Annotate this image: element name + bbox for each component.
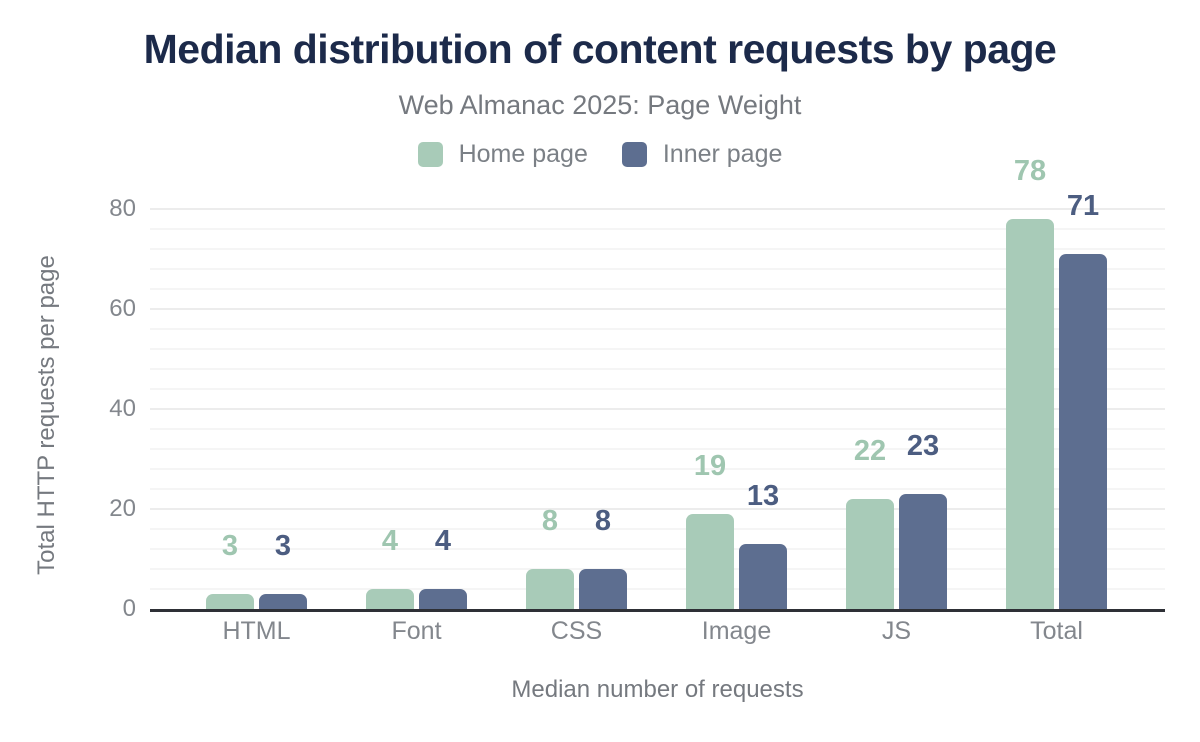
bar-font-inner-page[interactable] xyxy=(419,589,467,609)
minor-gridline xyxy=(150,328,1165,330)
legend-swatch-icon xyxy=(621,142,647,167)
legend-item-home-page[interactable]: Home page xyxy=(417,140,588,169)
bar-column: 13 xyxy=(739,482,787,609)
bar-value-label: 3 xyxy=(274,530,292,562)
legend-label: Home page xyxy=(458,140,588,168)
bar-column: 8 xyxy=(579,507,627,609)
bar-image-home-page[interactable] xyxy=(686,514,734,609)
bar-column: 4 xyxy=(366,527,414,609)
bar-value-label: 8 xyxy=(594,505,612,537)
legend-label: Inner page xyxy=(662,140,783,168)
legend-swatch-icon xyxy=(417,142,443,167)
bar-value-label: 3 xyxy=(221,530,239,562)
chart-title: Median distribution of content requests … xyxy=(143,26,1057,72)
bar-group-image: 19 13 xyxy=(657,452,817,609)
minor-gridline xyxy=(150,268,1165,270)
y-tick-label: 40 xyxy=(109,395,136,422)
bar-font-home-page[interactable] xyxy=(366,589,414,609)
y-tick-label: 20 xyxy=(109,495,136,522)
bar-group-js: 22 23 xyxy=(817,432,977,609)
minor-gridline xyxy=(150,568,1165,570)
minor-gridline xyxy=(150,428,1165,430)
bar-value-label: 19 xyxy=(693,450,727,482)
bar-css-home-page[interactable] xyxy=(526,569,574,609)
bar-column: 3 xyxy=(259,532,307,609)
minor-gridline xyxy=(150,588,1165,590)
bar-image-inner-page[interactable] xyxy=(739,544,787,609)
bar-js-home-page[interactable] xyxy=(846,499,894,609)
plot-area: 3 3 4 4 8 8 19 13 22 23 78 71 xyxy=(150,157,1165,612)
major-gridline xyxy=(150,308,1165,310)
bar-column: 3 xyxy=(206,532,254,609)
bar-column: 4 xyxy=(419,527,467,609)
x-category-label: Total xyxy=(1030,617,1083,645)
major-gridline xyxy=(150,408,1165,410)
bar-column: 78 xyxy=(1006,157,1054,609)
x-category-label: Image xyxy=(701,617,772,645)
bar-value-label: 4 xyxy=(434,525,452,557)
minor-gridline xyxy=(150,288,1165,290)
minor-gridline xyxy=(150,528,1165,530)
bar-value-label: 22 xyxy=(853,435,887,467)
minor-gridline xyxy=(150,348,1165,350)
bar-column: 22 xyxy=(846,437,894,609)
minor-gridline xyxy=(150,488,1165,490)
x-category-label: JS xyxy=(881,617,912,645)
major-gridline xyxy=(150,208,1165,210)
chart-subtitle: Web Almanac 2025: Page Weight xyxy=(398,90,802,120)
bar-html-home-page[interactable] xyxy=(206,594,254,609)
major-gridline xyxy=(150,508,1165,510)
bar-css-inner-page[interactable] xyxy=(579,569,627,609)
legend: Home page Inner page xyxy=(0,140,1200,169)
minor-gridline xyxy=(150,468,1165,470)
bar-column: 19 xyxy=(686,452,734,609)
bar-total-inner-page[interactable] xyxy=(1059,254,1107,609)
x-category-label: Font xyxy=(391,617,442,645)
bar-value-label: 13 xyxy=(746,480,780,512)
y-tick-label: 60 xyxy=(109,295,136,322)
bar-group-total: 78 71 xyxy=(977,157,1137,609)
bar-column: 8 xyxy=(526,507,574,609)
bar-value-label: 23 xyxy=(906,430,940,462)
bar-html-inner-page[interactable] xyxy=(259,594,307,609)
minor-gridline xyxy=(150,248,1165,250)
minor-gridline xyxy=(150,448,1165,450)
bar-total-home-page[interactable] xyxy=(1006,219,1054,609)
bar-value-label: 78 xyxy=(1013,155,1047,187)
y-tick-label: 80 xyxy=(109,195,136,222)
bar-value-label: 4 xyxy=(381,525,399,557)
y-tick-label: 0 xyxy=(122,595,136,622)
x-category-label: HTML xyxy=(222,617,291,645)
minor-gridline xyxy=(150,388,1165,390)
legend-item-inner-page[interactable]: Inner page xyxy=(621,140,783,169)
bar-value-label: 71 xyxy=(1066,190,1100,222)
minor-gridline xyxy=(150,228,1165,230)
bar-js-inner-page[interactable] xyxy=(899,494,947,609)
bar-column: 71 xyxy=(1059,192,1107,609)
x-category-label: CSS xyxy=(550,617,603,645)
minor-gridline xyxy=(150,548,1165,550)
bar-value-label: 8 xyxy=(541,505,559,537)
minor-gridline xyxy=(150,368,1165,370)
bar-column: 23 xyxy=(899,432,947,609)
x-axis-title: Median number of requests xyxy=(511,676,804,703)
